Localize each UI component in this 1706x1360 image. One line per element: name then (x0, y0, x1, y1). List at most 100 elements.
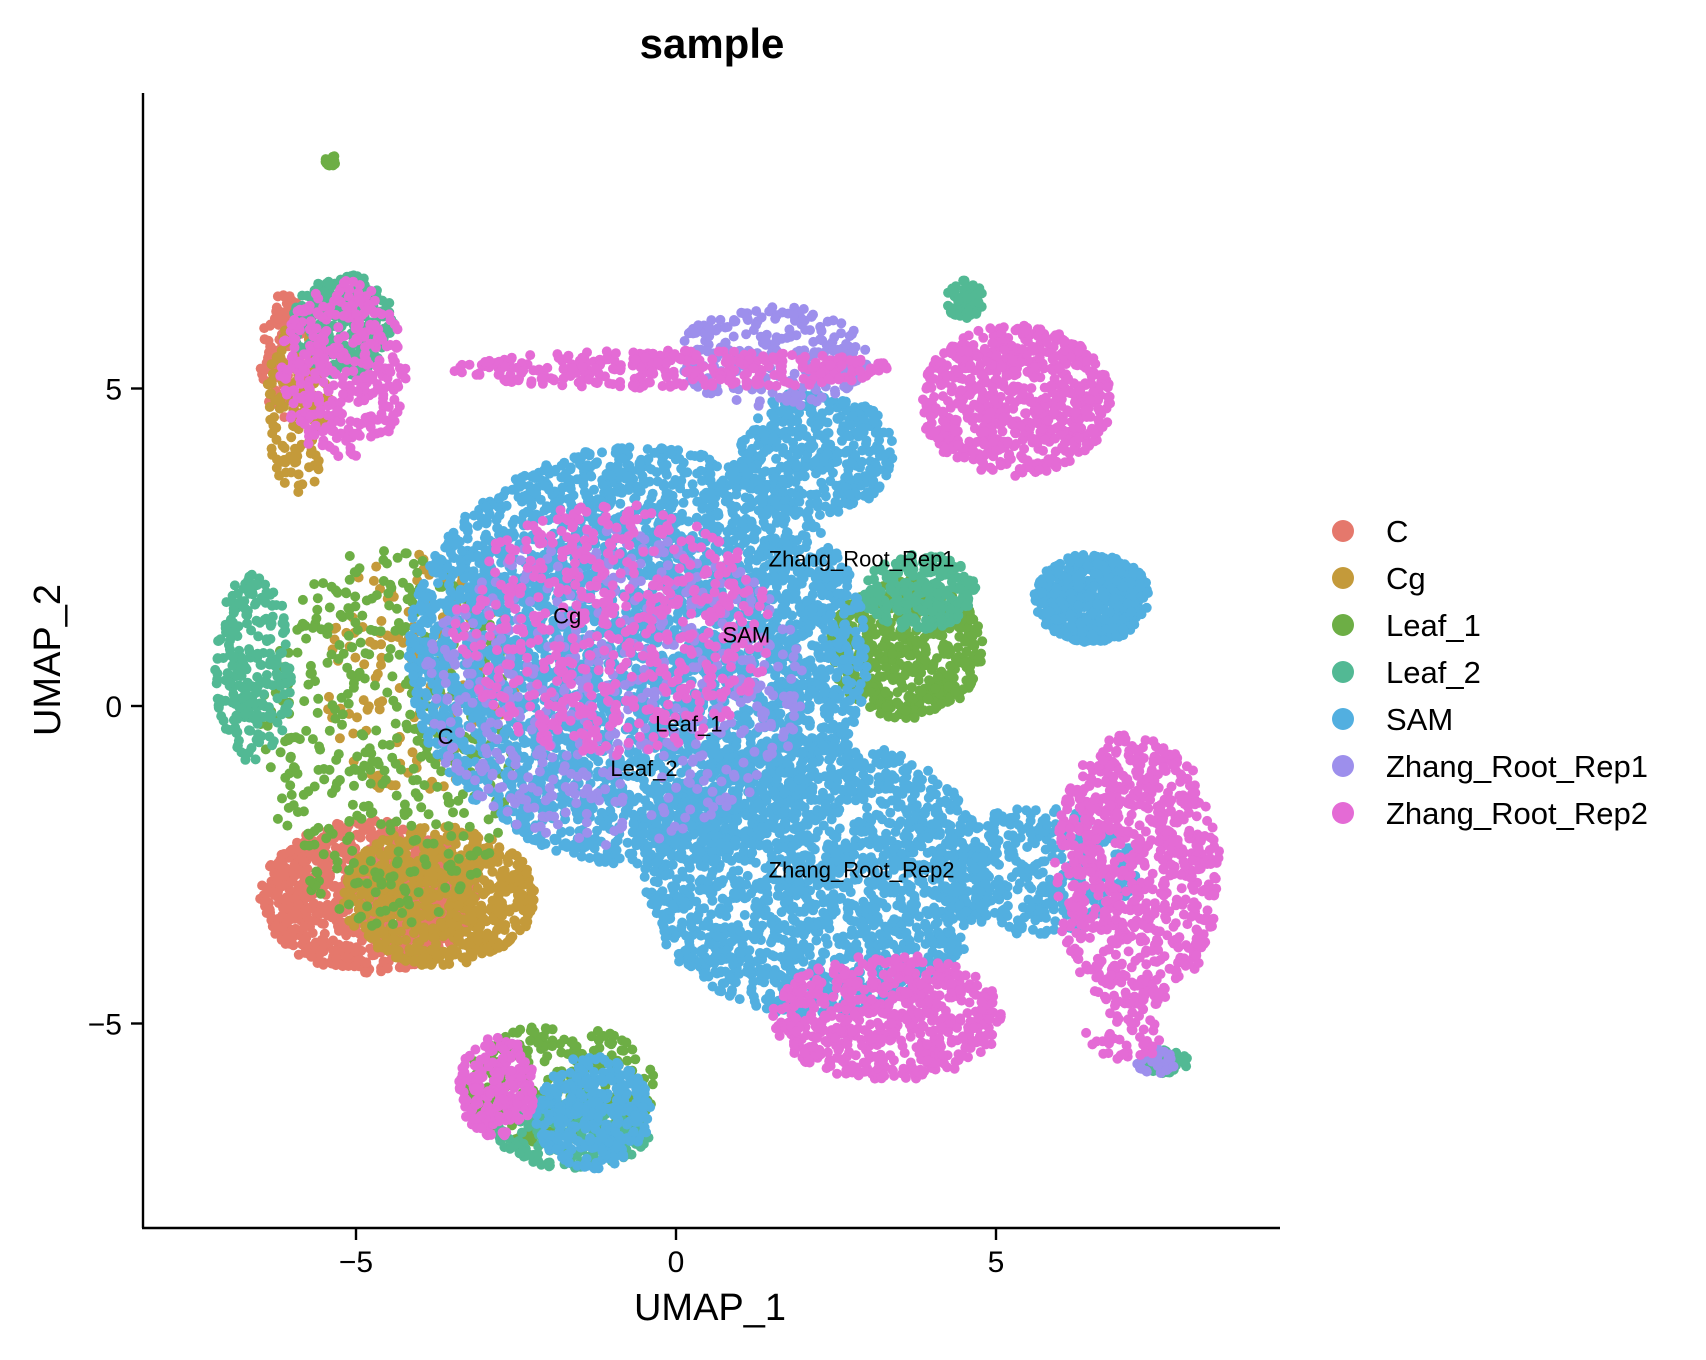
data-point (411, 834, 422, 845)
data-point (526, 883, 537, 894)
data-point (213, 636, 224, 646)
data-point (586, 1031, 597, 1042)
data-point (426, 959, 437, 970)
data-point (255, 363, 266, 374)
data-point (267, 680, 278, 691)
data-point (896, 677, 907, 688)
data-point (227, 627, 238, 637)
data-point (285, 676, 296, 687)
data-point (428, 871, 439, 882)
data-point (388, 901, 399, 912)
data-point (284, 687, 295, 698)
data-point (223, 724, 234, 735)
data-point (899, 578, 910, 589)
data-point (285, 751, 296, 762)
data-point (376, 819, 387, 830)
data-point (337, 961, 348, 972)
data-point (865, 687, 876, 698)
data-point (366, 824, 376, 835)
data-point (246, 625, 257, 636)
data-point (212, 653, 223, 664)
data-point (282, 915, 293, 926)
data-point (335, 609, 346, 620)
data-point (960, 636, 971, 647)
data-point (443, 861, 454, 872)
data-point (312, 604, 323, 615)
data-point (406, 820, 417, 831)
data-point (330, 704, 340, 715)
data-point (322, 910, 333, 921)
data-point (385, 819, 396, 830)
data-point (547, 1041, 558, 1052)
data-point (516, 1127, 527, 1138)
data-point (543, 1157, 554, 1168)
data-point (289, 860, 300, 871)
data-point (467, 915, 478, 925)
data-point (932, 600, 943, 611)
data-point (311, 866, 322, 877)
data-point (532, 1037, 543, 1048)
data-point (373, 697, 384, 708)
data-point (293, 899, 304, 910)
data-point (448, 807, 458, 818)
data-point (323, 622, 334, 633)
data-point (358, 864, 369, 875)
data-point (401, 719, 412, 730)
data-point (306, 951, 317, 962)
data-point (382, 687, 393, 698)
data-point (264, 904, 275, 915)
data-point (453, 853, 464, 864)
data-point (278, 291, 289, 302)
data-point (251, 597, 262, 608)
data-point (404, 899, 415, 910)
data-point (970, 582, 981, 593)
data-point (410, 788, 421, 799)
data-point (286, 789, 297, 800)
data-point (310, 937, 321, 948)
data-point (319, 774, 330, 785)
data-point (280, 639, 291, 650)
data-point (376, 639, 387, 650)
data-point (514, 1148, 525, 1159)
data-point (867, 604, 878, 615)
data-point (246, 743, 257, 753)
data-point (973, 621, 983, 632)
data-point (356, 813, 367, 824)
data-point (343, 899, 354, 910)
data-point (367, 807, 378, 818)
data-point (288, 800, 299, 811)
data-point (383, 845, 394, 856)
data-point (443, 821, 454, 832)
data-point (902, 660, 913, 671)
data-point (307, 622, 318, 633)
data-point (958, 275, 969, 286)
data-point (344, 831, 355, 842)
data-point (446, 831, 457, 841)
data-point (423, 809, 434, 820)
data-point (264, 402, 275, 412)
data-point (280, 625, 290, 636)
data-point (391, 701, 402, 712)
data-point (431, 950, 442, 961)
data-point (502, 937, 513, 948)
data-point (263, 885, 273, 896)
data-point (311, 613, 322, 624)
data-point (482, 943, 492, 954)
data-point (341, 952, 352, 963)
data-point (315, 744, 326, 755)
data-point (493, 942, 504, 953)
data-point (977, 636, 988, 647)
data-point (370, 887, 381, 898)
data-point (359, 673, 370, 684)
data-point (438, 931, 449, 942)
data-point (533, 1155, 544, 1166)
data-point (886, 585, 897, 596)
data-point (880, 662, 891, 673)
data-point (443, 848, 454, 859)
data-point (453, 932, 464, 943)
data-point (340, 587, 351, 598)
data-point (382, 945, 393, 956)
data-point (539, 1056, 550, 1067)
data-point (358, 730, 369, 741)
data-point (392, 856, 403, 867)
